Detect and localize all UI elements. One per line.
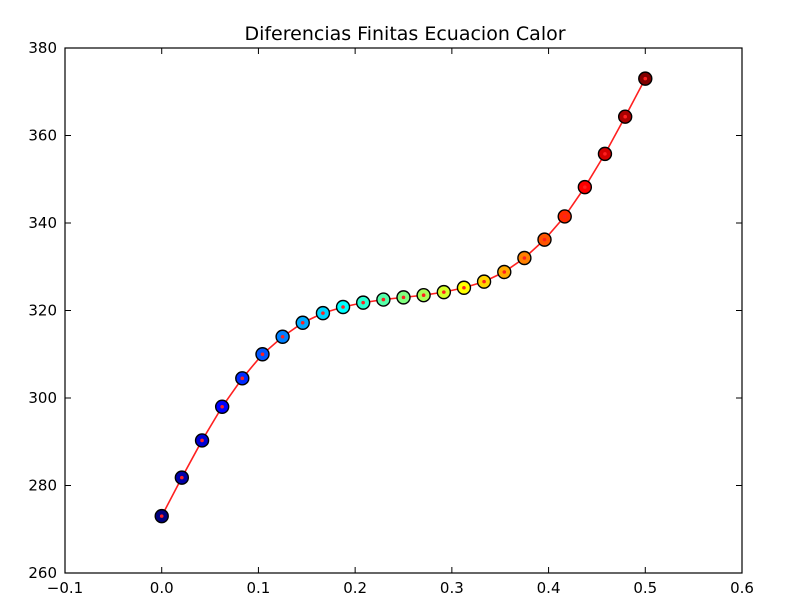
data-point-center <box>240 376 245 381</box>
data-point-center <box>603 152 607 156</box>
data-point-center <box>200 438 204 443</box>
data-point-center <box>522 256 527 260</box>
y-tick-label: 300 <box>28 389 57 407</box>
y-tick-label: 380 <box>28 39 57 57</box>
data-point-center <box>341 305 345 309</box>
x-tick-label: −0.1 <box>47 579 83 597</box>
y-tick-label: 260 <box>28 564 57 582</box>
data-point-center <box>180 475 184 480</box>
data-point-center <box>643 76 648 81</box>
x-tick-label: 0.6 <box>730 579 754 597</box>
y-tick-label: 280 <box>28 477 57 495</box>
data-point-center <box>361 300 365 305</box>
data-point-center <box>623 114 627 119</box>
data-point-center <box>280 334 285 339</box>
data-point-center <box>482 279 486 284</box>
data-point-center <box>421 293 426 297</box>
data-point-center <box>300 320 305 325</box>
data-point-center <box>462 285 466 290</box>
data-point-center <box>260 352 265 357</box>
x-tick-label: 0.2 <box>343 579 367 597</box>
x-tick-label: 0.3 <box>440 579 464 597</box>
plot-area <box>65 48 742 573</box>
y-tick-label: 320 <box>28 302 57 320</box>
data-point-center <box>321 311 325 315</box>
data-point-center <box>562 214 567 219</box>
data-point-center <box>542 237 547 242</box>
x-tick-label: 0.1 <box>246 579 270 597</box>
x-tick-label: 0.5 <box>633 579 657 597</box>
axes: −0.1 0.0 0.1 0.2 0.3 0.4 0.5 0.6 260 280 300 320 340… <box>28 39 754 597</box>
x-tick-label: 0.4 <box>537 579 561 597</box>
data-point-center <box>502 270 507 274</box>
data-point-center <box>401 295 406 300</box>
y-tick-label: 340 <box>28 214 57 232</box>
x-tick-label: 0.0 <box>150 579 174 597</box>
data-point-center <box>583 185 587 189</box>
data-point-center <box>220 404 224 409</box>
data-point-center <box>381 297 386 302</box>
data-point-center <box>159 514 164 518</box>
data-point-center <box>442 290 446 294</box>
plot-marks <box>154 71 653 524</box>
y-tick-label: 360 <box>28 127 57 145</box>
chart-title: Diferencias Finitas Ecuacion Calor <box>244 23 565 45</box>
